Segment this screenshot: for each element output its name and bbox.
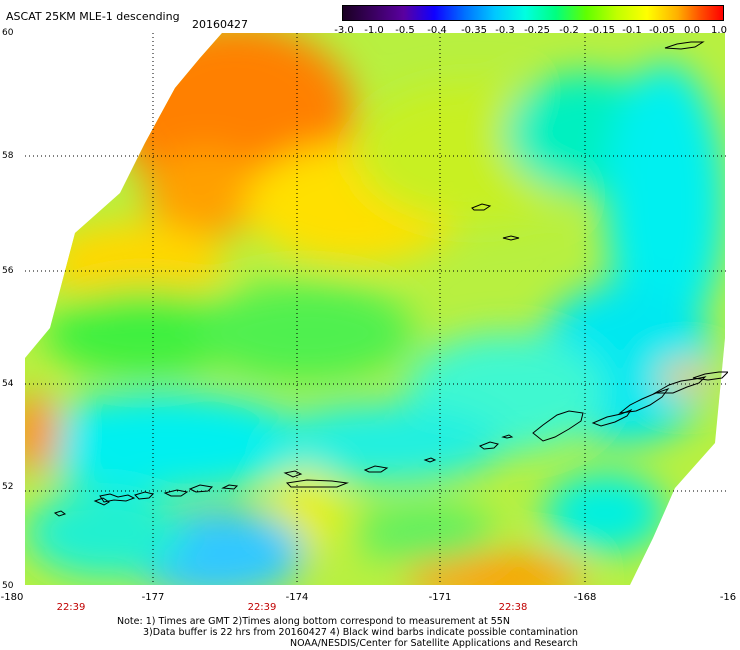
longitude-label: -171 — [428, 592, 452, 603]
footnote-line-1: Note: 1) Times are GMT 2)Times along bot… — [117, 616, 510, 627]
footnote-line-3: NOAA/NESDIS/Center for Satellite Applica… — [290, 638, 578, 649]
scatterometer-swath — [25, 33, 725, 585]
pass-time-label: 22:38 — [498, 602, 528, 613]
lat-lon-grid — [25, 33, 728, 585]
longitude-label: -177 — [141, 592, 165, 603]
colorbar-tick: -0.2 — [559, 25, 579, 36]
longitude-label: -174 — [285, 592, 309, 603]
colorbar-tick: 0.0 — [684, 25, 700, 36]
latitude-label: 58 — [2, 151, 14, 161]
map-title: ASCAT 25KM MLE-1 descending — [6, 10, 180, 23]
colorbar-tick: -3.0 — [334, 25, 354, 36]
colorbar — [342, 5, 724, 21]
latitude-label: 54 — [2, 379, 14, 389]
pass-time-label: 22:39 — [247, 602, 277, 613]
colorbar-tick: -0.35 — [461, 25, 487, 36]
longitude-label: -168 — [573, 592, 597, 603]
longitude-label: -180 — [0, 592, 24, 603]
footnote-line-2: 3)Data buffer is 22 hrs from 20160427 4)… — [143, 627, 579, 638]
latitude-label: 52 — [2, 482, 14, 492]
colorbar-tick: -0.05 — [649, 25, 675, 36]
colorbar-tick: -0.25 — [524, 25, 550, 36]
map-date: 20160427 — [192, 18, 248, 31]
colorbar-tick: 1.0 — [711, 25, 727, 36]
colorbar-tick: -1.0 — [364, 25, 384, 36]
colorbar-tick: -0.15 — [589, 25, 615, 36]
longitude-label: -16 — [719, 592, 737, 603]
latitude-label: 56 — [2, 266, 14, 276]
colorbar-tick: -0.4 — [427, 25, 447, 36]
latitude-label: 50 — [2, 581, 14, 591]
colorbar-tick: -0.5 — [395, 25, 415, 36]
colorbar-tick: -0.3 — [495, 25, 515, 36]
pass-time-label: 22:39 — [56, 602, 86, 613]
colorbar-tick: -0.1 — [622, 25, 642, 36]
latitude-label: 60 — [2, 28, 14, 38]
wind-field-map — [25, 33, 728, 585]
aleutian-islands-outline — [53, 41, 728, 517]
